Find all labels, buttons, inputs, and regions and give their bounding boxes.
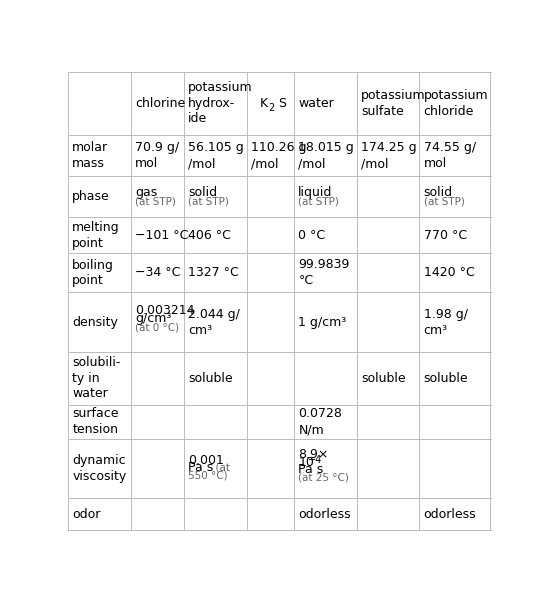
Text: 550 °C): 550 °C) (189, 470, 228, 480)
Text: solid: solid (189, 186, 217, 198)
Text: melting
point: melting point (72, 221, 120, 250)
Text: 8.9×: 8.9× (298, 448, 329, 461)
Text: soluble: soluble (361, 372, 405, 384)
Text: 18.015 g
/mol: 18.015 g /mol (298, 141, 354, 170)
Text: 99.9839
°C: 99.9839 °C (298, 259, 350, 287)
Text: −101 °C: −101 °C (135, 229, 189, 242)
Text: 406 °C: 406 °C (189, 229, 231, 242)
Text: 2: 2 (269, 104, 275, 113)
Text: 0.0728
N/m: 0.0728 N/m (298, 407, 342, 436)
Text: (at: (at (209, 462, 229, 473)
Text: −4: −4 (307, 455, 322, 465)
Text: potassium
hydrox-
ide: potassium hydrox- ide (189, 82, 253, 125)
Text: phase: phase (72, 190, 110, 203)
Text: odorless: odorless (298, 508, 351, 521)
Text: 0 °C: 0 °C (298, 229, 325, 242)
Text: 770 °C: 770 °C (423, 229, 467, 242)
Text: 70.9 g/
mol: 70.9 g/ mol (135, 141, 179, 170)
Text: gas: gas (135, 186, 158, 198)
Text: 110.26 g
/mol: 110.26 g /mol (251, 141, 306, 170)
Text: K: K (260, 97, 268, 110)
Text: 0.003214: 0.003214 (135, 304, 195, 317)
Text: odor: odor (72, 508, 101, 521)
Text: chlorine: chlorine (135, 97, 185, 110)
Text: solubili-
ty in
water: solubili- ty in water (72, 356, 121, 400)
Text: density: density (72, 315, 118, 328)
Text: water: water (298, 97, 334, 110)
Text: 1 g/cm³: 1 g/cm³ (298, 315, 347, 328)
Text: surface
tension: surface tension (72, 408, 119, 436)
Text: solid: solid (423, 186, 453, 198)
Text: 1420 °C: 1420 °C (423, 266, 474, 280)
Text: potassium
sulfate: potassium sulfate (361, 89, 426, 117)
Text: soluble: soluble (189, 372, 233, 384)
Text: dynamic
viscosity: dynamic viscosity (72, 454, 126, 483)
Text: boiling
point: boiling point (72, 259, 114, 287)
Text: 74.55 g/
mol: 74.55 g/ mol (423, 141, 476, 170)
Text: 1.98 g/
cm³: 1.98 g/ cm³ (423, 308, 468, 337)
Text: g/cm³: g/cm³ (135, 312, 171, 325)
Text: odorless: odorless (423, 508, 476, 521)
Text: −34 °C: −34 °C (135, 266, 180, 280)
Text: (at STP): (at STP) (423, 196, 464, 206)
Text: 1327 °C: 1327 °C (189, 266, 239, 280)
Text: (at 25 °C): (at 25 °C) (298, 473, 349, 483)
Text: 0.001: 0.001 (189, 454, 224, 467)
Text: (at STP): (at STP) (298, 196, 339, 206)
Text: (at 0 °C): (at 0 °C) (135, 322, 179, 333)
Text: 56.105 g
/mol: 56.105 g /mol (189, 141, 244, 170)
Text: molar
mass: molar mass (72, 141, 108, 170)
Text: Pa s: Pa s (298, 463, 324, 476)
Text: (at STP): (at STP) (135, 196, 176, 206)
Text: 174.25 g
/mol: 174.25 g /mol (361, 141, 416, 170)
Text: (at STP): (at STP) (189, 196, 229, 206)
Text: 2.044 g/
cm³: 2.044 g/ cm³ (189, 308, 240, 337)
Text: soluble: soluble (423, 372, 468, 384)
Text: 10: 10 (298, 456, 314, 469)
Text: Pa s: Pa s (189, 461, 214, 474)
Text: potassium
chloride: potassium chloride (423, 89, 488, 117)
Text: liquid: liquid (298, 186, 333, 198)
Text: S: S (278, 97, 286, 110)
